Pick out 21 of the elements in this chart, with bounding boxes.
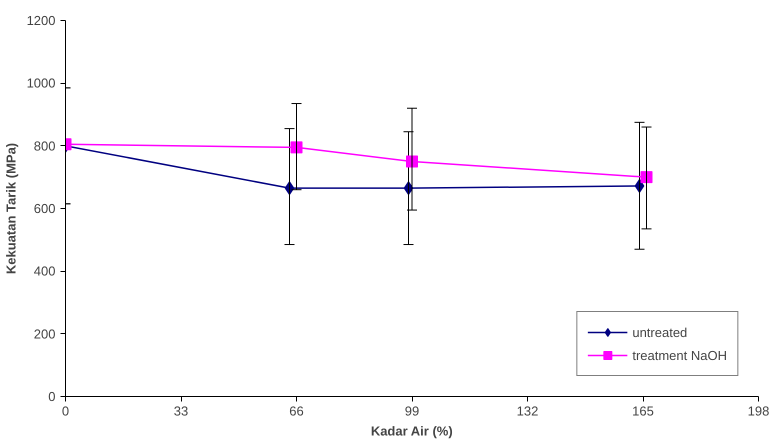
y-tick-label: 1000 — [26, 76, 56, 91]
y-tick-label: 1200 — [26, 13, 56, 28]
point — [640, 171, 652, 184]
y-tick-label: 800 — [34, 138, 56, 154]
x-tick-label: 99 — [404, 404, 420, 418]
y-axis-title: Kekuatan Tarik (MPa) — [4, 142, 19, 274]
x-tick-label: 198 — [748, 404, 770, 418]
x-tick-label: 33 — [174, 404, 188, 418]
y-tick-label: 600 — [34, 201, 56, 216]
y-tick-label: 0 — [48, 389, 56, 404]
point — [406, 156, 418, 168]
x-tick-label: 165 — [632, 404, 654, 418]
legend-label: treatment NaOH — [632, 348, 727, 362]
y-tick-label: 200 — [34, 326, 56, 342]
legend-label: untreated — [632, 324, 688, 340]
x-tick-label: 132 — [516, 404, 538, 418]
x-tick-label: 66 — [289, 404, 304, 418]
y-tick-label: 400 — [34, 264, 56, 279]
x-tick-label: 0 — [62, 404, 70, 418]
point — [290, 141, 302, 154]
x-axis-title: Kadar Air (%) — [370, 424, 453, 438]
